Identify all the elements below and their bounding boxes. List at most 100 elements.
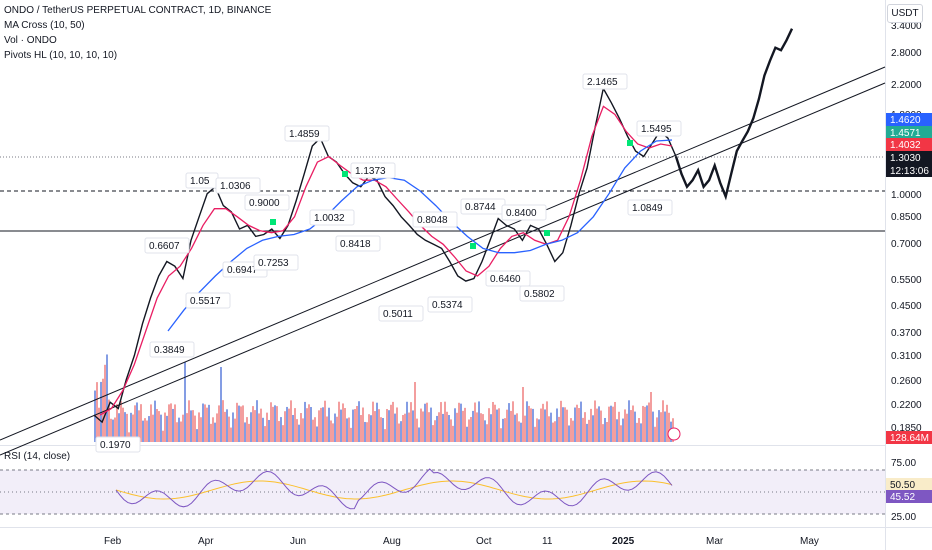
volume-bar — [202, 404, 204, 442]
volume-bar — [368, 414, 370, 442]
volume-bar — [652, 412, 654, 442]
volume-bar — [642, 406, 644, 442]
time-axis-label: Aug — [383, 536, 401, 547]
pivot-label-text: 0.6607 — [149, 241, 180, 252]
rsi-badge-label: 50.50 — [890, 480, 915, 491]
volume-bar — [184, 362, 186, 442]
volume-bar — [220, 367, 222, 442]
volume-bar — [410, 402, 412, 442]
volume-bar — [358, 401, 360, 442]
volume-bar — [494, 405, 496, 442]
pivot-label-text: 0.5517 — [190, 296, 221, 307]
volume-bar — [488, 408, 490, 442]
volume-bar — [612, 407, 614, 442]
volume-bar — [168, 404, 170, 442]
volume-bar — [292, 415, 294, 442]
volume-bar — [606, 422, 608, 442]
volume-bar — [356, 406, 358, 442]
volume-bar — [326, 416, 328, 442]
volume-bar — [372, 402, 374, 442]
volume-bar — [246, 417, 248, 442]
volume-bar — [502, 419, 504, 442]
currency-button[interactable]: USDT — [887, 4, 923, 23]
volume-bar — [176, 422, 178, 442]
volume-bar — [544, 409, 546, 442]
volume-bar — [632, 406, 634, 442]
volume-bar — [534, 427, 536, 442]
pivot-label-text: 0.5011 — [383, 309, 413, 320]
volume-bar — [466, 427, 468, 442]
volume-bar — [500, 428, 502, 442]
volume-bar — [338, 402, 340, 442]
volume-bar — [286, 407, 288, 442]
price-tick-label: 0.5500 — [891, 275, 922, 286]
pivot-label-text: 1.0032 — [314, 213, 345, 224]
volume-bar — [230, 428, 232, 442]
volume-bar — [496, 410, 498, 442]
volume-bar — [340, 410, 342, 442]
volume-bar — [148, 416, 150, 442]
volume-bar — [226, 409, 228, 442]
volume-bar — [614, 402, 616, 442]
volume-bar — [96, 382, 98, 442]
pivot-label-text: 2.1465 — [587, 77, 618, 88]
volume-bar — [160, 415, 162, 442]
volume-bar — [630, 410, 632, 442]
volume-bar — [570, 418, 572, 442]
volume-bar — [352, 410, 354, 442]
volume-bar — [102, 379, 104, 442]
volume-bar — [376, 403, 378, 442]
volume-bar — [256, 400, 258, 442]
volume-bar — [428, 412, 430, 442]
volume-label[interactable]: Vol · ONDO — [4, 33, 271, 48]
volume-bar — [420, 409, 422, 442]
volume-bar — [550, 413, 552, 442]
volume-bar — [304, 402, 306, 442]
volume-bar — [310, 407, 312, 442]
volume-bar — [562, 407, 564, 442]
volume-bar — [424, 404, 426, 442]
rsi-tick-label: 25.00 — [891, 512, 916, 523]
volume-bar — [200, 417, 202, 442]
volume-bar — [268, 420, 270, 442]
volume-bar — [144, 418, 146, 442]
volume-bar — [306, 408, 308, 442]
volume-bar — [430, 408, 432, 442]
volume-bar — [272, 407, 274, 442]
time-axis-label: May — [800, 536, 819, 547]
volume-bar — [252, 406, 254, 442]
volume-bar — [206, 408, 208, 442]
pivot-label-text: 1.1373 — [355, 166, 386, 177]
volume-bar — [198, 412, 200, 442]
symbol-title[interactable]: ONDO / TetherUS PERPETUAL CONTRACT, 1D, … — [4, 3, 271, 18]
volume-bar — [536, 418, 538, 442]
volume-bar — [610, 406, 612, 442]
volume-bar — [312, 420, 314, 442]
volume-bar — [530, 408, 532, 442]
volume-bar — [396, 407, 398, 442]
volume-bar — [584, 412, 586, 442]
pivot-label-text: 1.4859 — [289, 129, 320, 140]
ma-cross-label[interactable]: MA Cross (10, 50) — [4, 18, 271, 33]
volume-bar — [618, 412, 620, 442]
volume-bar — [240, 406, 242, 442]
volume-bar — [402, 415, 404, 442]
volume-bar — [214, 423, 216, 442]
time-axis-label: 2025 — [612, 536, 635, 547]
pivot-label-text: 1.0306 — [220, 181, 251, 192]
volume-bar — [540, 409, 542, 442]
volume-bar — [624, 409, 626, 442]
volume-bar — [576, 405, 578, 442]
volume-bar — [264, 426, 266, 442]
volume-bar — [400, 421, 402, 442]
rsi-title[interactable]: RSI (14, close) — [4, 451, 70, 462]
pivots-label[interactable]: Pivots HL (10, 10, 10, 10) — [4, 48, 271, 63]
volume-bar — [554, 421, 556, 442]
volume-bar — [406, 402, 408, 442]
volume-bar — [482, 414, 484, 442]
volume-bar — [594, 400, 596, 442]
pivot-label-text: 0.8744 — [465, 202, 496, 213]
volume-bar — [556, 408, 558, 442]
price-badge-label: 128.64M — [890, 433, 929, 444]
